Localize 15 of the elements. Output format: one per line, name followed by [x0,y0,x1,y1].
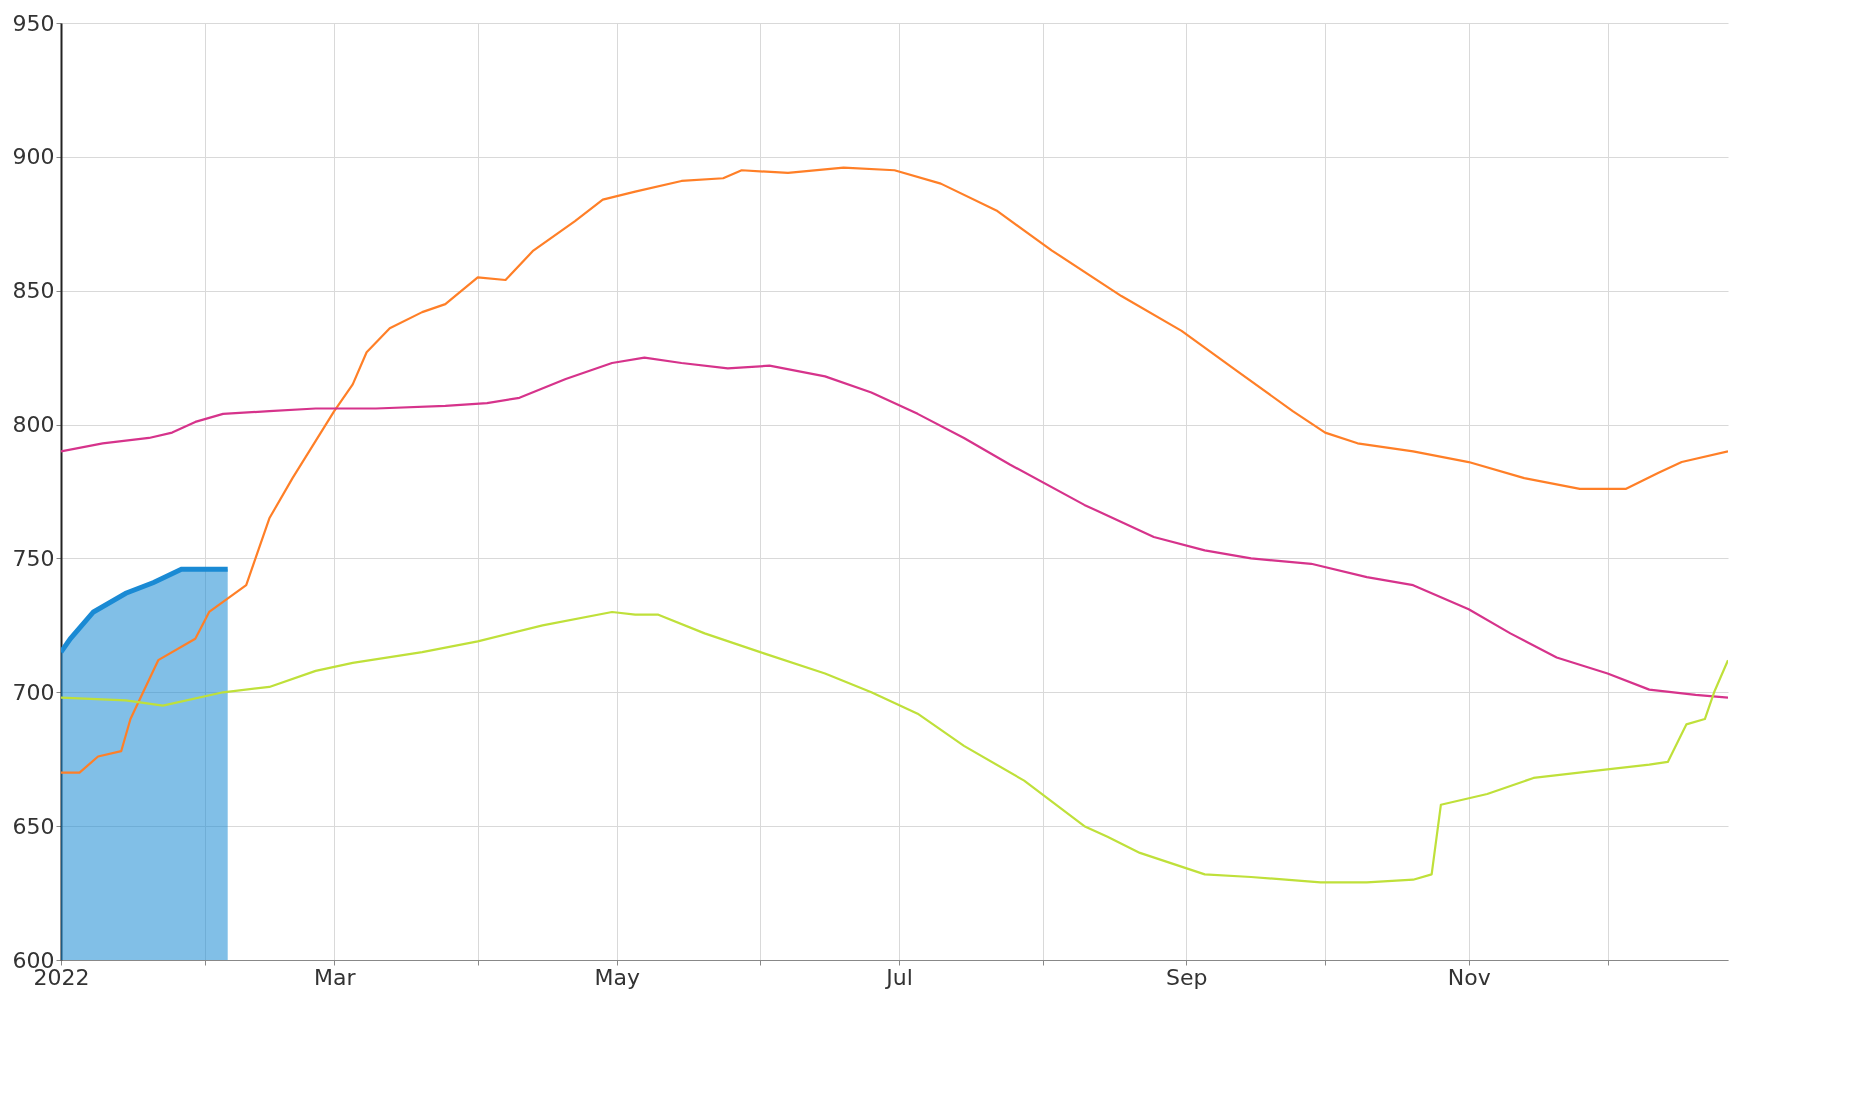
y-tick-label: 800 [12,412,55,438]
line-series [61,610,1728,884]
y-tick-label: 700 [12,679,55,705]
line-series [61,166,1728,774]
y-tick-label: 850 [12,278,55,304]
y-tick-label: 900 [12,144,55,170]
x-tick-label: Sep [1165,964,1208,990]
x-tick-label: Mar [313,964,357,990]
x-tick-label: Jul [884,964,913,990]
line-series [61,356,1728,699]
x-tick-label: Nov [1447,964,1491,990]
y-tick-label: 750 [12,545,55,571]
y-tick-label: 950 [12,10,55,36]
y-tick-label: 650 [12,813,55,839]
x-tick-label: May [594,964,640,990]
